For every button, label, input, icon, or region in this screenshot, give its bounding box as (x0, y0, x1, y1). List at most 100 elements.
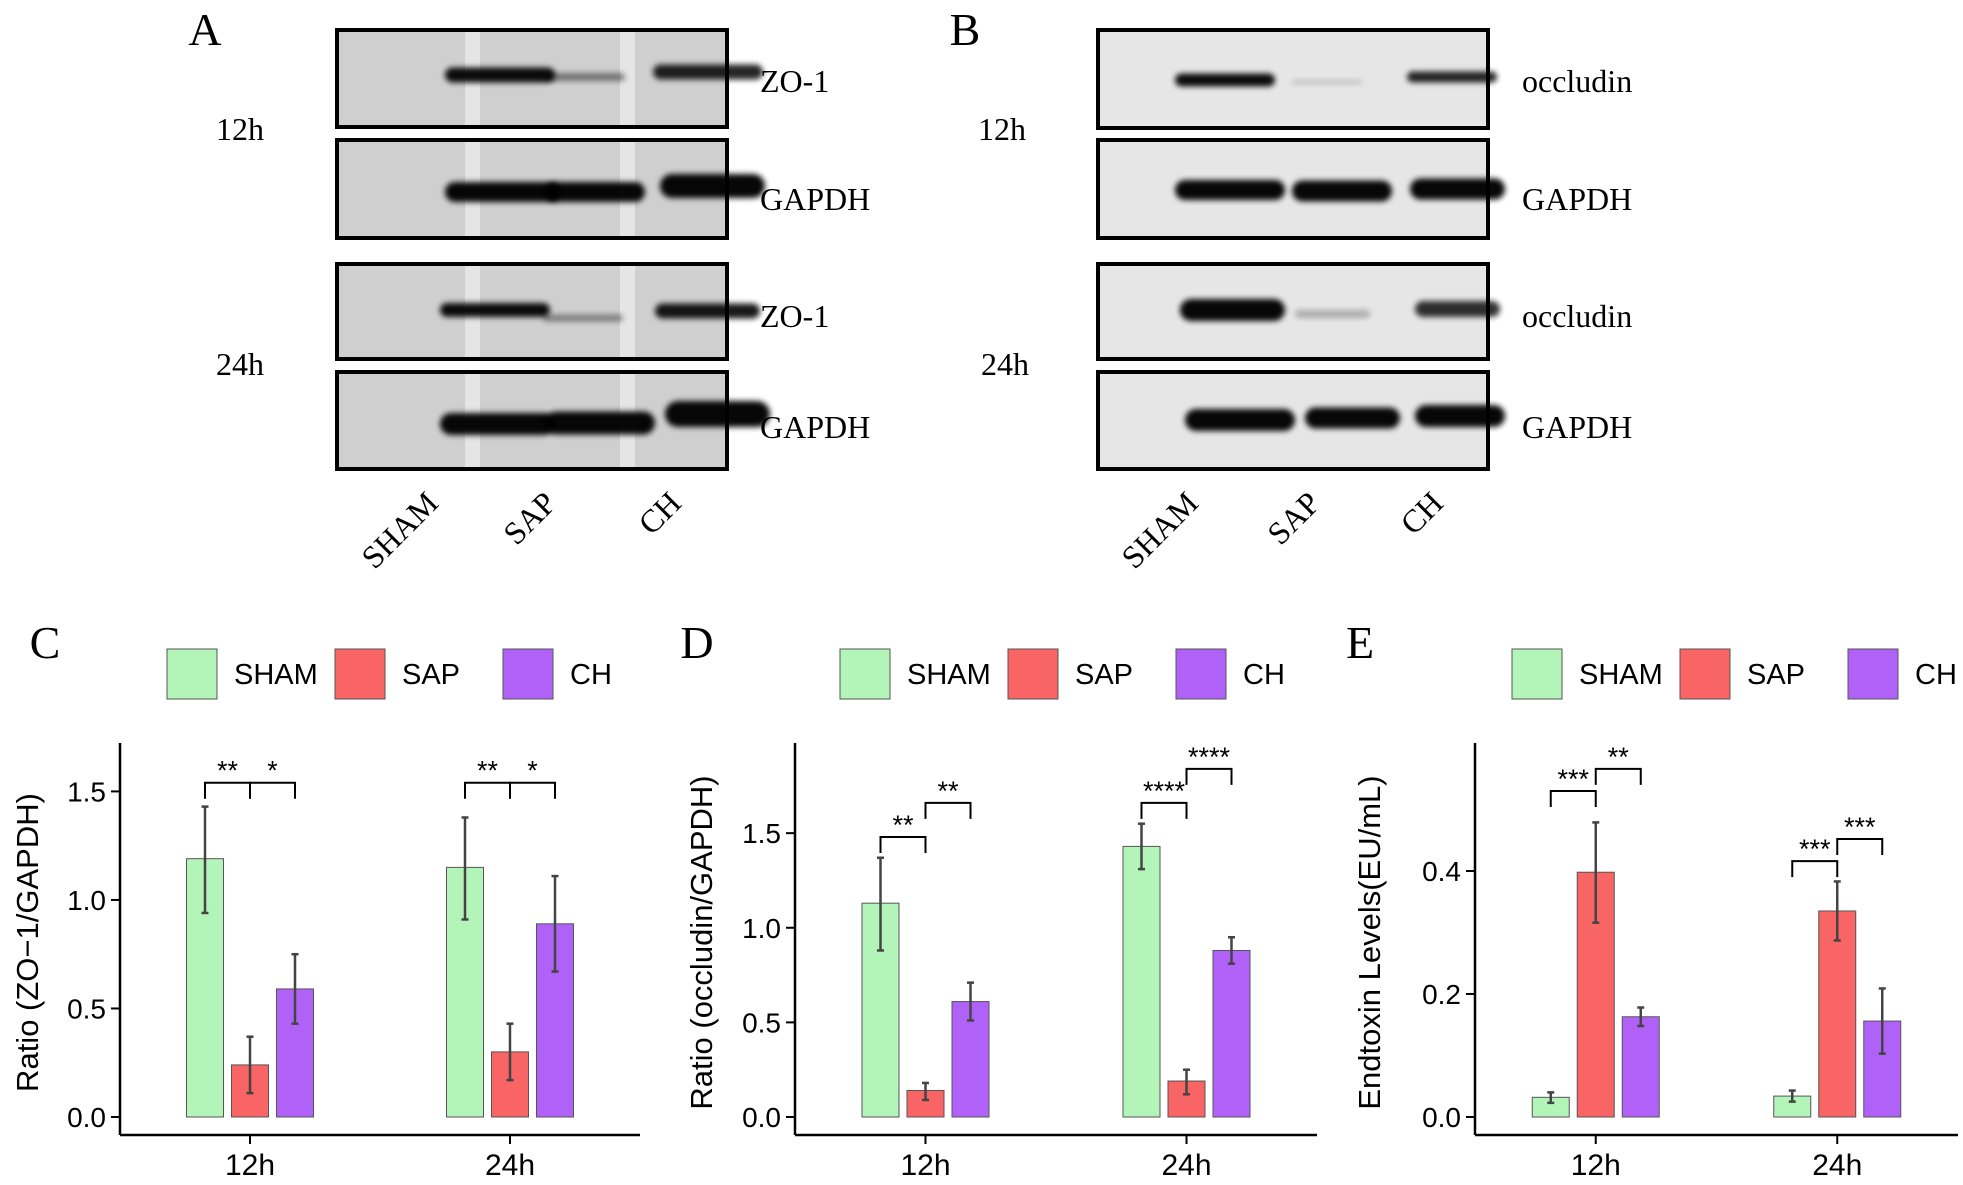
bracket-line (249, 781, 296, 799)
significance-bracket: ** (204, 756, 251, 799)
legend-swatch (502, 648, 554, 700)
y-tick-label: 0.0 (67, 1102, 106, 1133)
legend-swatch (1847, 648, 1899, 700)
y-tick-label: 1.0 (742, 913, 781, 944)
blot-frame (1096, 138, 1490, 240)
blot-frame (335, 370, 729, 471)
x-tick-label: 12h (900, 1149, 950, 1182)
timepoint-label: 12h (216, 111, 264, 147)
blot-frame (1096, 370, 1490, 471)
lane-label: SHAM (1114, 484, 1205, 575)
marker-label: GAPDH (760, 181, 870, 217)
bracket-line (1140, 801, 1188, 819)
blot-frame (1096, 262, 1490, 361)
blot-panel-a: A 12h 24h ZO-1 GAPDH ZO-1 GAPDH SHAM SAP CH (188, 4, 870, 575)
western-blot-panels: A 12h 24h ZO-1 GAPDH ZO-1 GAPDH SHAM SAP CH B 12h 24… (188, 4, 1632, 575)
x-tick-label: 24h (485, 1149, 535, 1182)
legend-item: SAP (334, 648, 460, 700)
y-tick-label: 1.0 (67, 885, 106, 916)
y-axis-label: Ratio (occludin/GAPDH) (684, 775, 719, 1109)
lane-gap (620, 32, 635, 125)
significance-label: **** (1143, 776, 1186, 806)
bracket-line (1791, 860, 1839, 878)
significance-bracket: * (509, 756, 556, 799)
significance-label: * (527, 756, 538, 786)
protein-band (440, 413, 555, 435)
y-tick-label: 0.4 (1422, 856, 1461, 887)
blot-strip (1096, 138, 1505, 240)
legend-label: SAP (402, 659, 460, 691)
bar-ch-12h (1621, 1016, 1660, 1118)
protein-band (1292, 79, 1362, 85)
protein-band (440, 303, 550, 317)
chart-panel-e: E SHAM SAP CH Endtoxin Levels(EU/mL) 0.0 0.2 0.… (1346, 617, 1958, 1182)
blot-frame (1096, 28, 1490, 130)
significance-bracket: **** (1140, 776, 1188, 819)
protein-band (655, 303, 760, 319)
bracket-line (1836, 838, 1884, 856)
legend-item: CH (502, 648, 612, 700)
legend-item: CH (1175, 648, 1285, 700)
panel-letter: A (188, 4, 221, 55)
legend-label: SAP (1747, 659, 1805, 691)
protein-band (1415, 301, 1500, 317)
x-tick-label: 12h (225, 1149, 275, 1182)
significance-bracket: ** (1594, 742, 1642, 785)
legend-label: SHAM (1579, 659, 1663, 691)
lane-label: SAP (496, 484, 563, 551)
legend-label: CH (1915, 659, 1957, 691)
significance-label: ** (1608, 742, 1630, 772)
significance-bracket: *** (1791, 834, 1839, 878)
bar-chart-panels: C SHAM SAP CH Ratio (ZO−1/GAPDH) 0.0 0.5 1.0 1.5… (10, 617, 1958, 1182)
lane-gap (620, 266, 635, 357)
marker-label: ZO-1 (760, 298, 829, 334)
protein-band (445, 182, 560, 202)
protein-band (545, 73, 625, 81)
legend-label: SHAM (907, 659, 991, 691)
protein-band (1305, 407, 1400, 429)
protein-band (545, 182, 645, 202)
significance-bracket: *** (1549, 764, 1597, 808)
bracket-line (1549, 790, 1597, 808)
legend-swatch (1175, 648, 1227, 700)
significance-label: *** (1557, 764, 1589, 794)
bracket-line (1185, 767, 1233, 785)
x-tick-label: 12h (1571, 1149, 1621, 1182)
chart-panel-c: C SHAM SAP CH Ratio (ZO−1/GAPDH) 0.0 0.5 1.0 1.5… (10, 617, 640, 1182)
bar-sham-24h (1122, 845, 1161, 1118)
legend-item: SAP (1679, 648, 1805, 700)
legend: SHAM SAP CH (166, 648, 612, 700)
bracket-line (879, 835, 927, 853)
protein-band (1410, 178, 1505, 200)
legend-swatch (1511, 648, 1563, 700)
y-tick-label: 1.5 (67, 776, 106, 807)
protein-band (1292, 180, 1392, 202)
timepoint-label: 12h (978, 111, 1026, 147)
blot-strip (1096, 370, 1505, 471)
marker-label: GAPDH (1522, 181, 1632, 217)
y-tick-label: 0.5 (67, 993, 106, 1024)
blot-strip (335, 138, 765, 240)
marker-label: ZO-1 (760, 63, 829, 99)
significance-label: *** (1844, 812, 1876, 842)
significance-label: **** (1188, 742, 1231, 772)
legend-swatch (839, 648, 891, 700)
significance-label: * (267, 756, 278, 786)
significance-label: *** (1799, 834, 1831, 864)
legend-swatch (1679, 648, 1731, 700)
legend-label: CH (570, 659, 612, 691)
blot-strip (1096, 28, 1497, 130)
significance-bracket: * (249, 756, 296, 799)
lane-label: SHAM (354, 484, 445, 575)
protein-band (445, 67, 555, 83)
legend-item: SHAM (839, 648, 991, 700)
lane-label: SAP (1260, 484, 1327, 551)
significance-bracket: *** (1836, 812, 1884, 856)
panel-letter: E (1346, 617, 1374, 668)
blot-strip (335, 262, 760, 361)
bracket-line (1594, 767, 1642, 785)
legend-swatch (334, 648, 386, 700)
y-axis-label: Ratio (ZO−1/GAPDH) (10, 793, 45, 1092)
y-tick-label: 1.5 (742, 818, 781, 849)
